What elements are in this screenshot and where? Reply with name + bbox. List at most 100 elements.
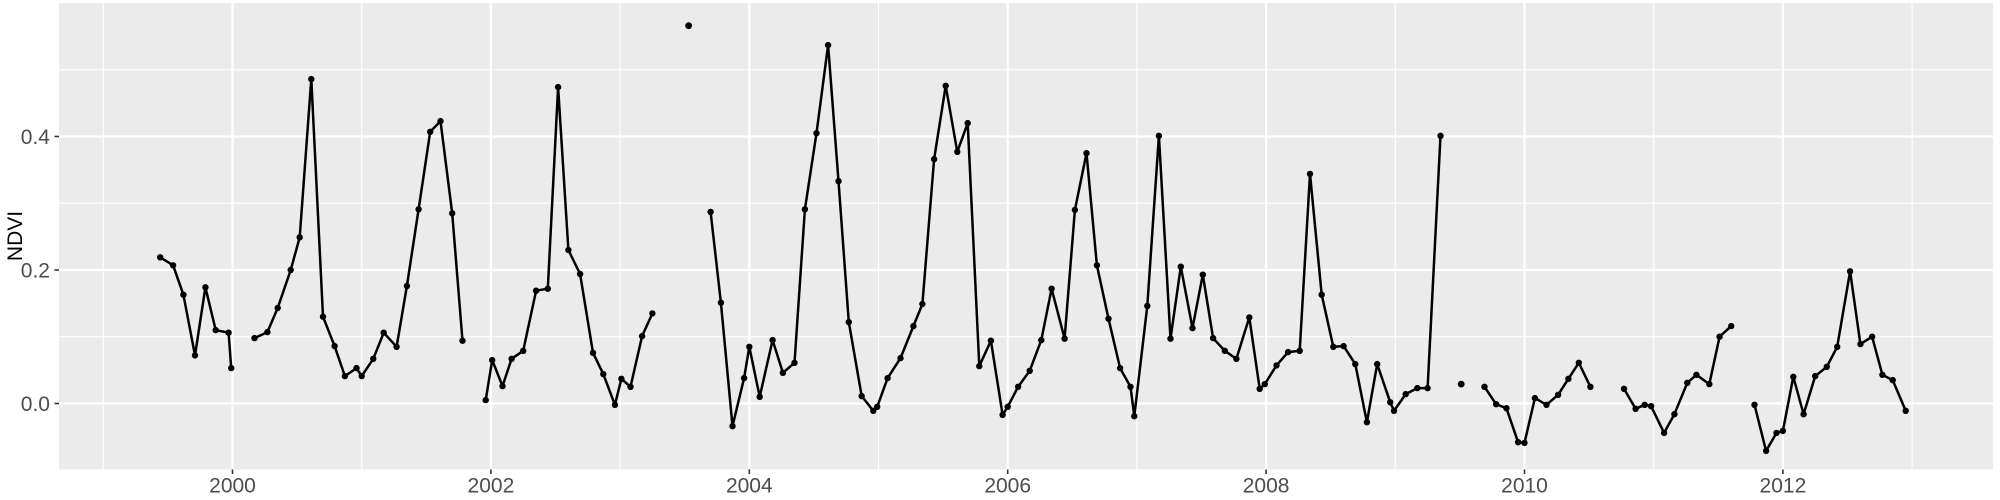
x-tick-label: 2010 xyxy=(1501,475,1548,498)
data-point xyxy=(987,337,995,344)
data-point xyxy=(427,128,434,135)
data-point xyxy=(331,342,338,350)
data-point xyxy=(1071,206,1079,214)
data-point xyxy=(1167,335,1174,342)
x-tick-label: 2004 xyxy=(726,475,773,498)
data-point xyxy=(649,310,656,317)
data-point xyxy=(1503,405,1510,412)
y-axis-title: NDVI xyxy=(4,211,27,261)
data-point xyxy=(729,423,736,430)
data-point xyxy=(1233,355,1240,362)
data-point xyxy=(919,300,926,308)
data-point xyxy=(520,347,527,354)
data-point xyxy=(225,329,232,336)
data-point xyxy=(1800,411,1807,418)
data-point xyxy=(1587,383,1594,390)
data-point xyxy=(1340,342,1347,350)
y-axis-tick-labels: 0.0 0.2 0.4 xyxy=(21,126,51,416)
data-point xyxy=(1221,347,1229,354)
data-point xyxy=(393,343,400,350)
data-point xyxy=(756,393,763,400)
data-point xyxy=(1273,362,1280,369)
plot-panel xyxy=(59,3,1993,470)
data-point xyxy=(1387,399,1394,406)
data-point xyxy=(954,148,961,155)
data-point xyxy=(1256,385,1263,392)
data-point xyxy=(180,291,187,298)
data-point xyxy=(589,349,597,356)
data-point xyxy=(1061,335,1068,342)
data-point xyxy=(1306,170,1314,178)
data-point xyxy=(845,318,852,326)
data-point xyxy=(1684,379,1691,386)
x-axis-tick-labels: 2000 2002 2004 2006 2008 2010 2012 xyxy=(209,475,1806,498)
data-point xyxy=(897,354,904,362)
data-point xyxy=(459,337,466,344)
data-point xyxy=(1868,333,1876,340)
x-tick-label: 2008 xyxy=(1243,475,1290,498)
data-point xyxy=(1363,419,1371,426)
data-point xyxy=(870,407,877,414)
data-point xyxy=(910,322,917,330)
y-tick-label: 0.0 xyxy=(21,393,50,416)
data-point xyxy=(1209,334,1217,342)
data-point xyxy=(1424,384,1431,392)
data-point xyxy=(1026,367,1033,374)
data-point xyxy=(1261,380,1269,388)
data-point xyxy=(1155,132,1163,139)
data-point xyxy=(769,336,776,344)
data-point xyxy=(264,328,271,336)
y-tick-label: 0.4 xyxy=(21,126,51,149)
data-point xyxy=(1177,263,1185,270)
data-point xyxy=(576,270,584,278)
data-point xyxy=(1374,360,1381,368)
data-point xyxy=(1105,315,1112,322)
data-point xyxy=(1318,291,1325,298)
data-point xyxy=(251,334,258,342)
data-point xyxy=(1514,439,1522,446)
data-point xyxy=(1575,359,1583,366)
data-point xyxy=(191,352,199,359)
y-tick-label: 0.2 xyxy=(21,260,50,283)
data-point xyxy=(964,119,971,127)
data-point xyxy=(1521,439,1528,447)
data-point xyxy=(801,206,809,213)
data-point xyxy=(380,329,387,336)
data-point xyxy=(746,343,753,350)
data-point xyxy=(1038,336,1045,344)
data-point xyxy=(508,355,515,362)
data-point xyxy=(1879,371,1886,378)
data-point xyxy=(618,375,625,382)
data-point xyxy=(1284,348,1292,356)
data-point xyxy=(532,287,540,294)
data-point xyxy=(1127,383,1134,390)
data-point xyxy=(1083,150,1090,157)
data-point xyxy=(341,372,349,380)
data-point xyxy=(1352,360,1359,368)
data-point xyxy=(287,266,294,274)
x-tick-label: 2006 xyxy=(984,475,1031,498)
data-point xyxy=(1716,333,1723,340)
data-point xyxy=(791,359,798,366)
data-point xyxy=(308,75,315,83)
data-point xyxy=(1390,407,1398,414)
data-point xyxy=(1531,394,1539,402)
data-point xyxy=(1889,376,1896,384)
data-point xyxy=(740,374,748,382)
data-point xyxy=(1144,302,1151,310)
data-point xyxy=(1004,403,1011,410)
data-point xyxy=(835,178,842,185)
data-point xyxy=(1116,364,1124,372)
data-point xyxy=(228,364,235,372)
data-point xyxy=(319,313,327,320)
data-point xyxy=(1660,429,1668,437)
data-point xyxy=(202,284,209,291)
isolated-data-point xyxy=(685,22,692,30)
data-point xyxy=(1641,401,1648,408)
data-point xyxy=(449,210,456,217)
data-point xyxy=(1402,390,1409,398)
data-point xyxy=(884,374,891,382)
data-point xyxy=(370,355,377,362)
